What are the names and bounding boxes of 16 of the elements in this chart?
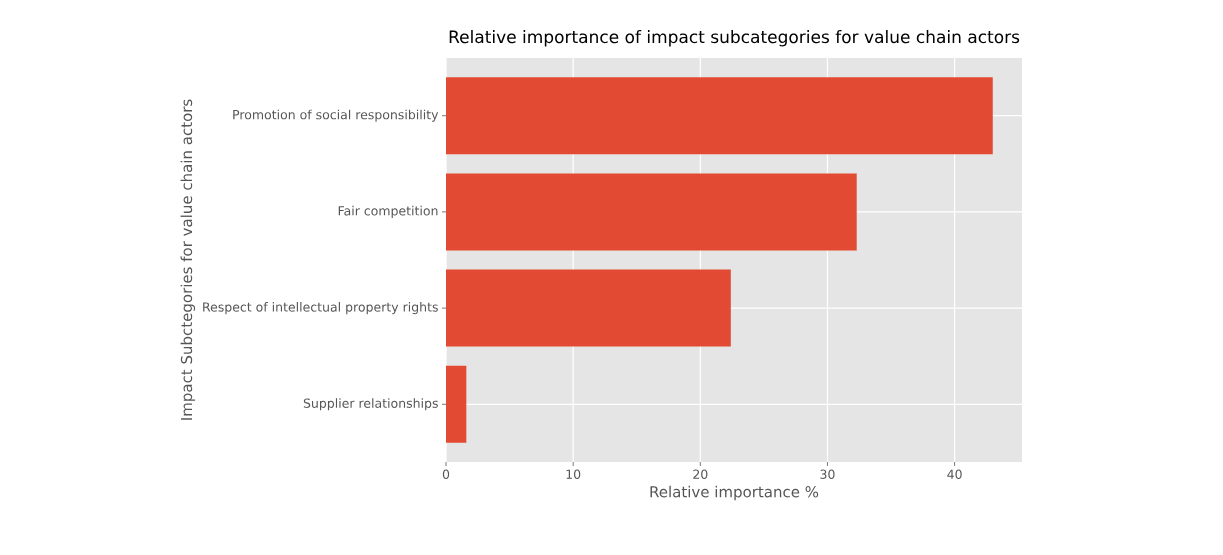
bar [446,173,857,251]
x-tick-label: 20 [693,469,708,479]
y-tick-label: Supplier relationships [303,398,438,411]
bar [446,365,467,443]
y-tick-label: Fair competition [338,205,438,218]
chart-title: Relative importance of impact subcategories for value chain actors [449,30,1020,47]
bar [446,269,731,347]
y-tick-label: Promotion of social responsibility [233,109,439,122]
bar [446,77,993,155]
x-tick-label: 30 [820,469,835,479]
x-tick-label: 40 [947,469,962,479]
y-tick-label: Respect of intellectual property rights [203,302,438,315]
x-axis-title: Relative importance % [650,485,819,501]
y-axis-title: Impact Subctegories for value chain actors [180,99,196,420]
x-tick-label: 10 [566,469,581,479]
x-tick-label: 0 [442,469,450,479]
